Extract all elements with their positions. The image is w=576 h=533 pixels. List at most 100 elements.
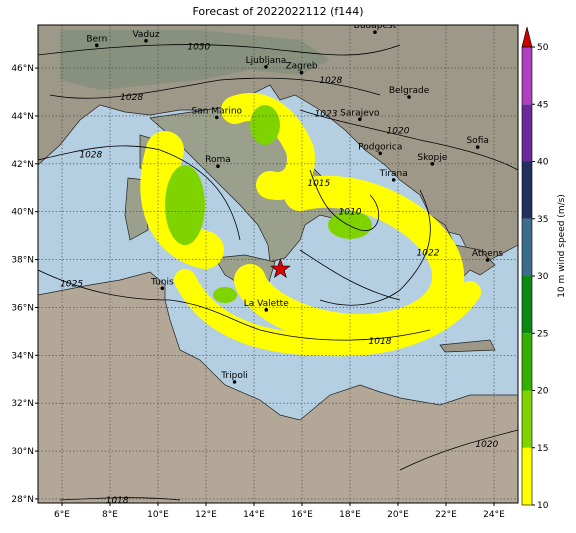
y-tick-label: 32°N xyxy=(11,399,34,409)
colorbar-tick-label: 10 xyxy=(537,501,549,511)
city-label: Budapest xyxy=(354,21,397,31)
city-label: Tripoli xyxy=(220,371,248,381)
wind-area xyxy=(213,287,237,303)
city-label: Bern xyxy=(86,34,107,44)
city-label: Roma xyxy=(205,155,231,165)
city-dot xyxy=(358,117,362,122)
y-tick-label: 42°N xyxy=(11,160,34,170)
colorbar: 10 15 20 25 30 35 40 45 50 10 m wind speed (m/s) xyxy=(521,26,567,511)
isobar xyxy=(59,497,181,501)
city-dot xyxy=(407,95,411,99)
colorbar-segment xyxy=(522,218,532,276)
axes: 6°E 8°E 10°E 12°E 14°E 16°E 18°E 20°E 22°E 24°E 28… xyxy=(11,64,505,520)
city-dot xyxy=(160,286,165,291)
colorbar-tick-label: 25 xyxy=(537,329,548,339)
map-frame xyxy=(37,24,519,504)
isobar-label: 1018 xyxy=(106,496,129,506)
isobar xyxy=(399,429,518,471)
isobar-label: 1028 xyxy=(120,93,143,103)
city-dot xyxy=(144,38,148,43)
city-dot xyxy=(299,70,304,75)
city-dot xyxy=(391,178,396,182)
x-tick-label: 12°E xyxy=(195,510,217,520)
wind-area xyxy=(174,269,481,357)
city-label: Skopje xyxy=(417,153,447,163)
isobar xyxy=(38,44,401,56)
colorbar-segment xyxy=(522,47,532,105)
y-tick-label: 34°N xyxy=(11,351,34,361)
city-label: San Marino xyxy=(192,106,243,116)
isobar-label: 1028 xyxy=(79,150,102,160)
y-tick-label: 28°N xyxy=(11,495,34,505)
colorbar-extend xyxy=(521,26,533,48)
colorbar-segment xyxy=(522,390,532,448)
city-dot xyxy=(475,145,480,149)
colorbar-tick-label: 40 xyxy=(537,158,549,168)
city-dot xyxy=(430,162,435,166)
grid xyxy=(38,25,518,503)
city-dot xyxy=(485,258,490,262)
colorbar-label: 10 m wind speed (m/s) xyxy=(557,194,567,298)
isobar xyxy=(309,169,379,232)
city-dot xyxy=(95,43,99,48)
wind-area xyxy=(140,131,224,269)
city-label: Podgorica xyxy=(358,142,402,152)
colorbar-tick-label: 50 xyxy=(537,43,549,53)
colorbar-segment xyxy=(522,333,532,391)
city-label: Zagreb xyxy=(285,62,317,72)
wind-area xyxy=(234,175,465,347)
title: Forecast of 2022022112 (f144) xyxy=(192,5,363,18)
city-label: Sarajevo xyxy=(340,108,380,118)
city-label: Ljubljana xyxy=(246,56,287,66)
wind-area xyxy=(250,105,280,145)
y-tick-label: 30°N xyxy=(11,447,34,457)
city-label: Sofia xyxy=(466,136,488,146)
city-dot xyxy=(378,151,383,156)
isobar-label: 1010 xyxy=(339,208,362,218)
city-label: Tirana xyxy=(379,169,408,179)
colorbar-segment xyxy=(522,447,532,505)
city-dot xyxy=(373,30,377,34)
y-tick-label: 36°N xyxy=(11,303,34,313)
city-dot xyxy=(264,308,269,312)
x-tick-label: 14°E xyxy=(243,510,265,520)
city-dot xyxy=(232,380,237,384)
colorbar-segment xyxy=(522,161,532,219)
city-label: La Valette xyxy=(244,299,289,309)
wind-yellow xyxy=(140,93,481,357)
isobar xyxy=(299,109,518,171)
alps xyxy=(60,30,330,90)
x-tick-label: 8°E xyxy=(102,510,118,520)
colorbar-tick-label: 35 xyxy=(537,215,548,225)
location-marker xyxy=(270,258,291,278)
x-tick-label: 10°E xyxy=(147,510,169,520)
wind-area xyxy=(165,165,205,245)
isobar xyxy=(49,77,381,99)
isobar-label: 1020 xyxy=(387,126,410,136)
colorbar-segment xyxy=(522,276,532,334)
x-tick-label: 18°E xyxy=(339,510,361,520)
map-body: 1030 1028 1028 1028 1025 1023 1020 1015 1010 1022… xyxy=(38,21,518,506)
colorbar-tick-label: 20 xyxy=(537,387,549,397)
x-tick-label: 6°E xyxy=(54,510,70,520)
isobar-label: 1025 xyxy=(60,280,83,290)
city-dot xyxy=(264,65,268,69)
x-tick-label: 22°E xyxy=(435,510,457,520)
overlay: 1030 1028 1028 1028 1025 1023 1020 1015 1010 1022… xyxy=(60,21,503,506)
isobars xyxy=(38,44,518,501)
city-dot xyxy=(215,115,219,120)
colorbar-tick-label: 45 xyxy=(537,100,548,110)
city-label: Belgrade xyxy=(389,86,430,96)
x-tick-label: 24°E xyxy=(483,510,505,520)
city-dot xyxy=(216,164,220,169)
crete xyxy=(439,339,496,353)
y-tick-label: 38°N xyxy=(11,256,34,266)
y-tick-label: 44°N xyxy=(11,112,34,122)
y-tick-label: 46°N xyxy=(11,64,34,74)
x-tick-label: 16°E xyxy=(291,510,313,520)
y-tick-label: 40°N xyxy=(11,208,34,218)
isobar-label: 1018 xyxy=(369,337,392,347)
isobar-label: 1022 xyxy=(417,248,440,258)
city-label: Tunis xyxy=(150,277,174,287)
